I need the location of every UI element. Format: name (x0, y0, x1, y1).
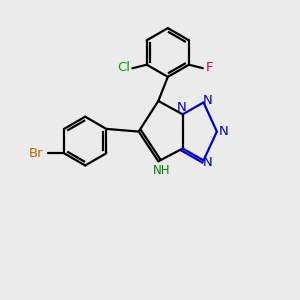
Text: N: N (203, 94, 212, 107)
Text: N: N (203, 156, 212, 169)
Text: Cl: Cl (117, 61, 130, 74)
Text: NH: NH (152, 164, 170, 177)
Text: Br: Br (29, 147, 44, 160)
Text: F: F (206, 61, 213, 74)
Text: N: N (218, 125, 228, 138)
Text: N: N (176, 101, 186, 114)
